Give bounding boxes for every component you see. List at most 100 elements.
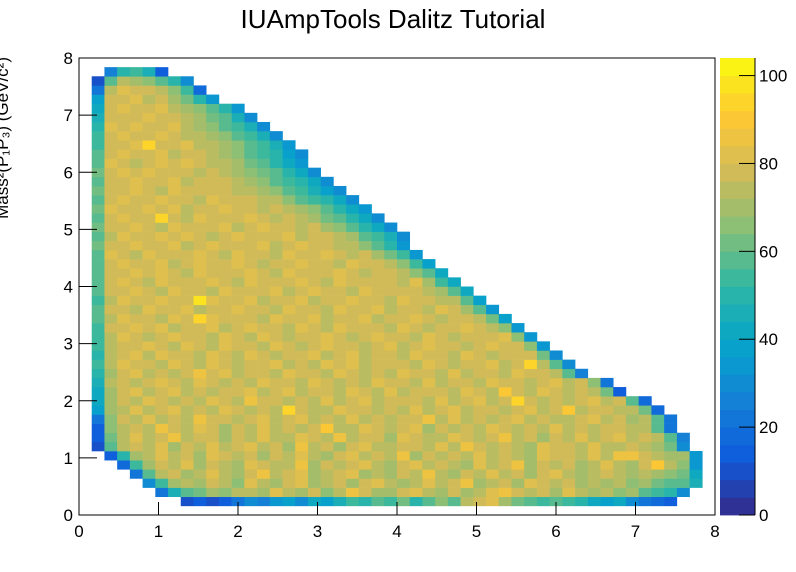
heatmap-cell: [193, 423, 207, 434]
heatmap-cell: [206, 377, 220, 388]
heatmap-cell: [498, 368, 512, 379]
heatmap-cell: [473, 377, 487, 388]
heatmap-cell: [435, 451, 449, 461]
heatmap-cell: [575, 496, 589, 507]
heatmap-cell: [536, 396, 550, 406]
y-tick-label: 6: [64, 163, 73, 182]
heatmap-cell: [142, 451, 156, 461]
heatmap-cell: [206, 222, 220, 232]
heatmap-cell: [257, 249, 271, 260]
heatmap-cell: [244, 332, 258, 342]
heatmap-cell: [320, 176, 334, 187]
heatmap-cell: [346, 295, 360, 306]
heatmap-cell: [435, 268, 449, 278]
color-scale-band: [720, 128, 755, 147]
heatmap-cell: [346, 451, 360, 461]
heatmap-cell: [486, 350, 500, 360]
heatmap-cell: [180, 249, 194, 260]
heatmap-cell: [524, 377, 538, 388]
heatmap-cell: [587, 396, 601, 406]
x-tick-label: 0: [74, 522, 83, 541]
heatmap-cell: [168, 185, 182, 196]
heatmap-cell: [447, 323, 461, 333]
heatmap-cell: [447, 368, 461, 379]
heatmap-cell: [460, 496, 474, 507]
heatmap-cell: [638, 405, 652, 415]
heatmap-cell: [333, 295, 347, 306]
heatmap-cell: [155, 441, 169, 452]
heatmap-cell: [218, 185, 232, 196]
heatmap-cell: [320, 185, 334, 196]
heatmap-cell: [155, 350, 169, 360]
heatmap-cell: [435, 323, 449, 333]
heatmap-cell: [142, 469, 156, 479]
heatmap-cell: [218, 259, 232, 269]
color-scale-band: [720, 75, 755, 94]
heatmap-cell: [282, 222, 296, 232]
heatmap-cell: [371, 487, 385, 498]
heatmap-cell: [231, 112, 245, 123]
heatmap-cell: [257, 240, 271, 251]
heatmap-cell: [180, 231, 194, 242]
heatmap-cell: [218, 323, 232, 333]
heatmap-cell: [180, 487, 194, 498]
heatmap-cell: [155, 204, 169, 214]
heatmap-cell: [295, 423, 309, 434]
heatmap-cell: [142, 67, 156, 77]
heatmap-cell: [638, 432, 652, 443]
heatmap-cell: [320, 478, 334, 488]
heatmap-cell: [384, 496, 398, 507]
z-tick-label: 0: [759, 506, 768, 525]
heatmap-cell: [549, 377, 563, 388]
heatmap-cell: [193, 94, 207, 104]
heatmap-cell: [435, 496, 449, 507]
heatmap-cell: [180, 469, 194, 479]
heatmap-cell: [435, 341, 449, 351]
heatmap-cell: [625, 469, 639, 479]
heatmap-cell: [358, 277, 372, 287]
heatmap-cell: [193, 432, 207, 443]
heatmap-cell: [422, 332, 436, 342]
heatmap-cell: [104, 213, 118, 223]
heatmap-cell: [180, 460, 194, 470]
heatmap-cell: [409, 460, 423, 470]
heatmap-cell: [409, 387, 423, 397]
heatmap-cell: [269, 405, 283, 415]
heatmap-cell: [180, 478, 194, 488]
heatmap-cell: [384, 377, 398, 388]
heatmap-cell: [180, 85, 194, 95]
heatmap-cell: [435, 414, 449, 424]
heatmap-cell: [269, 167, 283, 178]
heatmap-cell: [524, 460, 538, 470]
heatmap-cell: [511, 451, 525, 461]
heatmap-cell: [460, 432, 474, 443]
heatmap-cell: [358, 204, 372, 214]
heatmap-cell: [180, 112, 194, 123]
heatmap-cell: [142, 277, 156, 287]
heatmap-cell: [206, 396, 220, 406]
heatmap-cell: [231, 240, 245, 251]
heatmap-cell: [142, 213, 156, 223]
heatmap-cell: [91, 76, 105, 86]
heatmap-cell: [536, 496, 550, 507]
heatmap-cell: [536, 441, 550, 452]
heatmap-cell: [638, 469, 652, 479]
heatmap-cell: [244, 341, 258, 351]
heatmap-cell: [422, 451, 436, 461]
heatmap-cell: [333, 469, 347, 479]
heatmap-cell: [155, 295, 169, 306]
heatmap-cell: [625, 396, 639, 406]
heatmap-cell: [231, 158, 245, 168]
heatmap-cell: [269, 204, 283, 214]
heatmap-cell: [193, 121, 207, 132]
heatmap-cell: [447, 432, 461, 443]
heatmap-cell: [549, 432, 563, 443]
heatmap-cell: [269, 277, 283, 287]
heatmap-cell: [244, 195, 258, 205]
heatmap-cell: [244, 249, 258, 260]
heatmap-cell: [180, 158, 194, 168]
heatmap-cell: [269, 469, 283, 479]
heatmap-cell: [117, 131, 131, 141]
heatmap-cell: [307, 249, 321, 260]
heatmap-cell: [91, 359, 105, 370]
